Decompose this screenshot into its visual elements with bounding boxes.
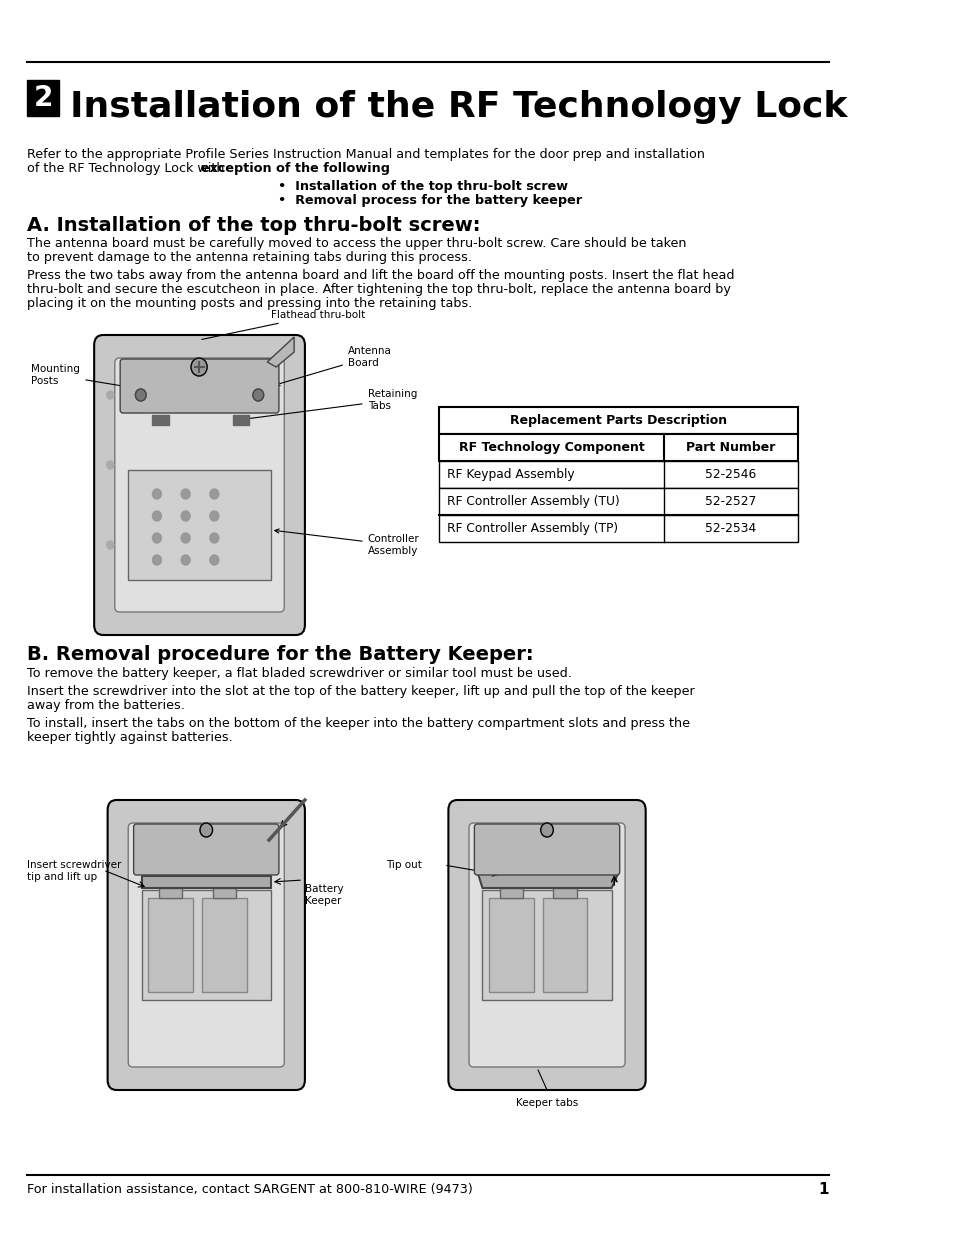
FancyBboxPatch shape — [448, 800, 645, 1091]
Circle shape — [253, 389, 263, 401]
Bar — [482, 890, 611, 1000]
Circle shape — [107, 461, 113, 469]
FancyBboxPatch shape — [108, 800, 305, 1091]
Circle shape — [540, 823, 553, 837]
FancyBboxPatch shape — [128, 823, 284, 1067]
Text: 2: 2 — [33, 84, 52, 112]
Text: Tip out: Tip out — [385, 860, 421, 869]
Bar — [128, 471, 271, 580]
Text: Insert screwdriver
tip and lift up: Insert screwdriver tip and lift up — [27, 860, 121, 882]
Text: RF Controller Assembly (TP): RF Controller Assembly (TP) — [446, 522, 618, 535]
Text: RF Controller Assembly (TU): RF Controller Assembly (TU) — [446, 495, 618, 508]
Polygon shape — [475, 864, 618, 888]
Circle shape — [181, 489, 190, 499]
Text: RF Technology Component: RF Technology Component — [458, 441, 643, 454]
Circle shape — [152, 534, 161, 543]
FancyBboxPatch shape — [469, 823, 624, 1067]
Bar — [439, 408, 798, 433]
FancyBboxPatch shape — [120, 359, 278, 412]
Bar — [148, 898, 193, 992]
Bar — [142, 876, 271, 888]
Circle shape — [152, 555, 161, 564]
Circle shape — [210, 511, 218, 521]
Bar — [158, 888, 182, 898]
Bar — [439, 488, 798, 515]
Circle shape — [107, 391, 113, 399]
FancyBboxPatch shape — [114, 358, 284, 613]
Bar — [233, 415, 249, 425]
Text: exception of the following: exception of the following — [201, 162, 390, 175]
Text: placing it on the mounting posts and pressing into the retaining tabs.: placing it on the mounting posts and pre… — [27, 296, 472, 310]
Text: B. Removal procedure for the Battery Keeper:: B. Removal procedure for the Battery Kee… — [27, 645, 533, 664]
Text: 52-2527: 52-2527 — [704, 495, 756, 508]
Text: •  Removal process for the battery keeper: • Removal process for the battery keeper — [277, 194, 581, 207]
Text: 52-2534: 52-2534 — [704, 522, 756, 535]
Circle shape — [191, 358, 207, 375]
Text: RF Keypad Assembly: RF Keypad Assembly — [446, 468, 574, 480]
Bar — [488, 898, 533, 992]
Circle shape — [200, 823, 213, 837]
Circle shape — [152, 489, 161, 499]
Bar — [213, 888, 235, 898]
Text: For installation assistance, contact SARGENT at 800-810-WIRE (9473): For installation assistance, contact SAR… — [27, 1183, 472, 1197]
Circle shape — [210, 489, 218, 499]
Text: A. Installation of the top thru-bolt screw:: A. Installation of the top thru-bolt scr… — [27, 216, 480, 235]
FancyBboxPatch shape — [94, 335, 305, 635]
Bar — [553, 888, 576, 898]
Text: To install, insert the tabs on the bottom of the keeper into the battery compart: To install, insert the tabs on the botto… — [27, 718, 689, 730]
FancyBboxPatch shape — [133, 824, 278, 876]
Text: thru-bolt and secure the escutcheon in place. After tightening the top thru-bolt: thru-bolt and secure the escutcheon in p… — [27, 283, 730, 296]
Circle shape — [135, 389, 146, 401]
Text: Refer to the appropriate Profile Series Instruction Manual and templates for the: Refer to the appropriate Profile Series … — [27, 148, 704, 161]
Text: 52-2546: 52-2546 — [704, 468, 756, 480]
Bar — [439, 515, 798, 542]
Bar — [152, 415, 169, 425]
Text: 1: 1 — [818, 1182, 828, 1198]
Circle shape — [181, 511, 190, 521]
Text: away from the batteries.: away from the batteries. — [27, 699, 185, 713]
Text: The antenna board must be carefully moved to access the upper thru-bolt screw. C: The antenna board must be carefully move… — [27, 237, 686, 249]
Polygon shape — [267, 337, 294, 367]
Text: Flathead thru-bolt: Flathead thru-bolt — [202, 310, 365, 340]
Bar — [499, 888, 522, 898]
Text: of the RF Technology Lock with: of the RF Technology Lock with — [27, 162, 228, 175]
Text: To remove the battery keeper, a flat bladed screwdriver or similar tool must be : To remove the battery keeper, a flat bla… — [27, 667, 571, 680]
Circle shape — [152, 511, 161, 521]
Text: keeper tightly against batteries.: keeper tightly against batteries. — [27, 731, 233, 743]
Bar — [27, 80, 59, 116]
Text: to prevent damage to the antenna retaining tabs during this process.: to prevent damage to the antenna retaini… — [27, 251, 472, 264]
Text: Mounting
Posts: Mounting Posts — [31, 364, 136, 390]
FancyBboxPatch shape — [474, 824, 619, 876]
Text: •  Installation of the top thru-bolt screw: • Installation of the top thru-bolt scre… — [277, 180, 567, 193]
Text: Replacement Parts Description: Replacement Parts Description — [510, 414, 726, 427]
Circle shape — [210, 555, 218, 564]
Text: Controller
Assembly: Controller Assembly — [274, 529, 419, 556]
Circle shape — [107, 541, 113, 550]
Text: Press the two tabs away from the antenna board and lift the board off the mounti: Press the two tabs away from the antenna… — [27, 269, 734, 282]
Bar — [542, 898, 587, 992]
Text: Part Number: Part Number — [685, 441, 775, 454]
Text: Insert the screwdriver into the slot at the top of the battery keeper, lift up a: Insert the screwdriver into the slot at … — [27, 685, 694, 698]
Text: Antenna
Board: Antenna Board — [275, 346, 392, 385]
Text: Installation of the RF Technology Lock: Installation of the RF Technology Lock — [70, 90, 846, 124]
Text: :: : — [349, 162, 353, 175]
Bar — [439, 433, 798, 461]
Text: Battery
Keeper: Battery Keeper — [305, 884, 343, 905]
Bar — [202, 898, 247, 992]
Circle shape — [181, 555, 190, 564]
Circle shape — [181, 534, 190, 543]
Circle shape — [210, 534, 218, 543]
Bar — [142, 890, 271, 1000]
Text: Keeper tabs: Keeper tabs — [516, 1098, 578, 1108]
Text: Retaining
Tabs: Retaining Tabs — [241, 389, 416, 421]
Bar — [439, 461, 798, 488]
